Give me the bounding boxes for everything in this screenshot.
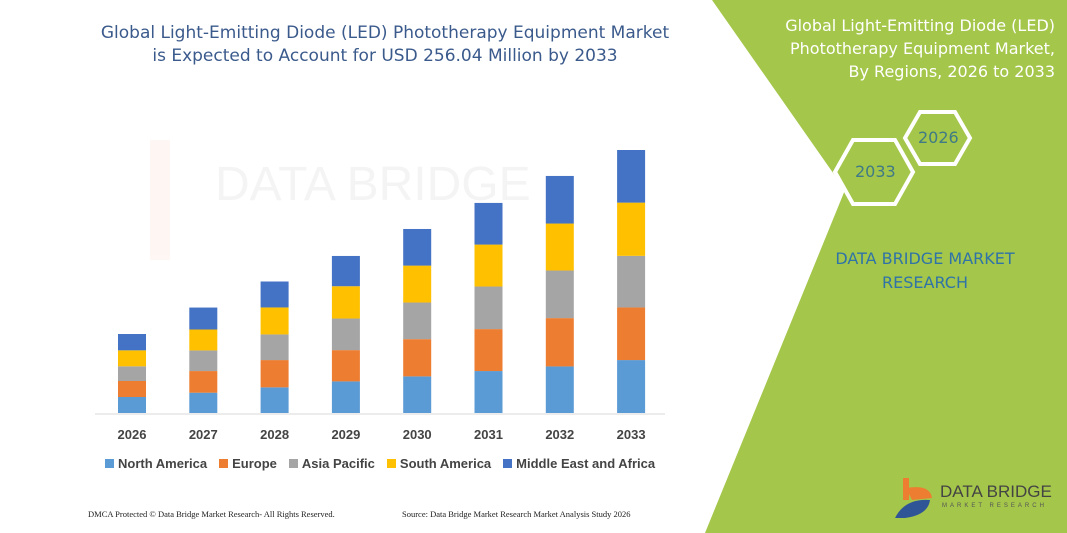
legend-label: Middle East and Africa <box>516 456 656 471</box>
side-panel-title: Global Light-Emitting Diode (LED) Photot… <box>785 16 1055 81</box>
legend-swatch <box>105 459 114 468</box>
x-tick-label: 2030 <box>403 427 432 442</box>
x-tick-label: 2028 <box>260 427 289 442</box>
bar-segment-2030-europe <box>403 339 432 377</box>
chart-title: Global Light-Emitting Diode (LED) Photot… <box>100 23 670 66</box>
bar-segment-2028-north-america <box>260 387 289 413</box>
legend-swatch <box>288 459 298 468</box>
hexagon-2026 <box>902 110 973 166</box>
bar-segment-2026-south-america <box>118 350 146 367</box>
hex-label-2026: 2026 <box>918 128 959 147</box>
bar-segment-2027-europe <box>189 371 218 393</box>
bar-segment-2032-north-america <box>545 366 574 413</box>
bar-segment-2030-middle-east-and-africa <box>403 228 432 266</box>
bar-segment-2029-north-america <box>331 381 360 413</box>
svg-text:DATA BRIDGE: DATA BRIDGE <box>215 158 531 211</box>
bar-segment-2027-south-america <box>189 329 218 351</box>
legend-item-europe: Europe <box>219 456 277 471</box>
legend-label: North America <box>118 456 208 471</box>
bar-segment-2026-north-america <box>118 396 146 413</box>
bar-segment-2032-europe <box>545 318 574 367</box>
bar-segment-2030-south-america <box>403 265 432 303</box>
bar-segment-2032-middle-east-and-africa <box>545 175 574 224</box>
bar-segment-2028-europe <box>260 360 289 388</box>
bar-segment-2031-middle-east-and-africa <box>474 202 503 245</box>
bar-segment-2029-europe <box>331 350 360 382</box>
bar-segment-2033-middle-east-and-africa <box>617 150 646 203</box>
footer-copyright: DMCA Protected © Data Bridge Market Rese… <box>88 509 335 519</box>
bar-segment-2027-asia-pacific <box>189 350 218 372</box>
bar-segment-2027-north-america <box>189 392 218 413</box>
bar-segment-2028-middle-east-and-africa <box>260 281 289 308</box>
bar-segment-2030-north-america <box>403 376 432 413</box>
legend-item-middle-east-africa: Middle East and Africa <box>503 456 655 471</box>
legend-label: Europe <box>232 456 277 471</box>
bar-segment-2029-asia-pacific <box>331 318 360 351</box>
legend-item-north-america: North America <box>105 456 207 471</box>
x-tick-label: 2032 <box>545 427 574 442</box>
bar-segment-2033-europe <box>617 307 646 361</box>
legend-label: South America <box>399 456 492 471</box>
footer-source: Source: Data Bridge Market Research Mark… <box>402 509 631 519</box>
bar-segment-2031-south-america <box>474 244 503 287</box>
x-tick-label: 2026 <box>118 427 147 442</box>
legend-label: Asia Pacific <box>301 456 375 471</box>
legend: North America Europe Asia Pacific South … <box>105 456 655 471</box>
x-tick-label: 2033 <box>617 427 646 442</box>
green-side-panel <box>705 0 1067 533</box>
x-tick-label: 2027 <box>189 427 218 442</box>
x-tick-label: 2029 <box>331 427 360 442</box>
logo-tagline: MARKET RESEARCH <box>942 503 1047 509</box>
bar-segment-2029-south-america <box>331 286 360 319</box>
bar-segment-2032-south-america <box>545 223 574 271</box>
bar-segment-2031-north-america <box>474 371 503 413</box>
data-bridge-logo-icon <box>895 478 932 518</box>
bar-segment-2028-asia-pacific <box>260 334 289 361</box>
legend-swatch <box>503 459 513 468</box>
bar-segment-2033-south-america <box>617 202 646 256</box>
bar-segment-2029-middle-east-and-africa <box>331 255 360 287</box>
bar-segment-2031-asia-pacific <box>474 286 503 330</box>
bar-segment-2027-middle-east-and-africa <box>189 307 218 330</box>
bar-segment-2031-europe <box>474 329 503 372</box>
brand-text: DATA BRIDGE MARKET RESEARCH <box>835 249 1015 292</box>
bar-segment-2026-asia-pacific <box>118 366 146 381</box>
bar-segment-2026-europe <box>118 380 146 397</box>
bar-segment-2028-south-america <box>260 307 289 335</box>
legend-item-south-america: South America <box>386 456 492 471</box>
hexagon-2033 <box>832 138 916 206</box>
stacked-bar-chart <box>118 150 646 413</box>
bar-segment-2033-north-america <box>617 360 646 413</box>
hex-label-2033: 2033 <box>855 162 896 181</box>
legend-swatch <box>219 459 229 468</box>
bar-segment-2030-asia-pacific <box>403 302 432 340</box>
logo-name: DATA BRIDGE <box>940 482 1052 501</box>
bar-segment-2032-asia-pacific <box>545 270 574 319</box>
legend-item-asia-pacific: Asia Pacific <box>288 456 375 471</box>
watermark-logo: DATA BRIDGE <box>150 140 531 260</box>
x-tick-label: 2031 <box>474 427 503 442</box>
legend-swatch <box>386 459 396 468</box>
bar-segment-2033-asia-pacific <box>617 255 646 308</box>
bar-segment-2026-middle-east-and-africa <box>118 334 146 351</box>
